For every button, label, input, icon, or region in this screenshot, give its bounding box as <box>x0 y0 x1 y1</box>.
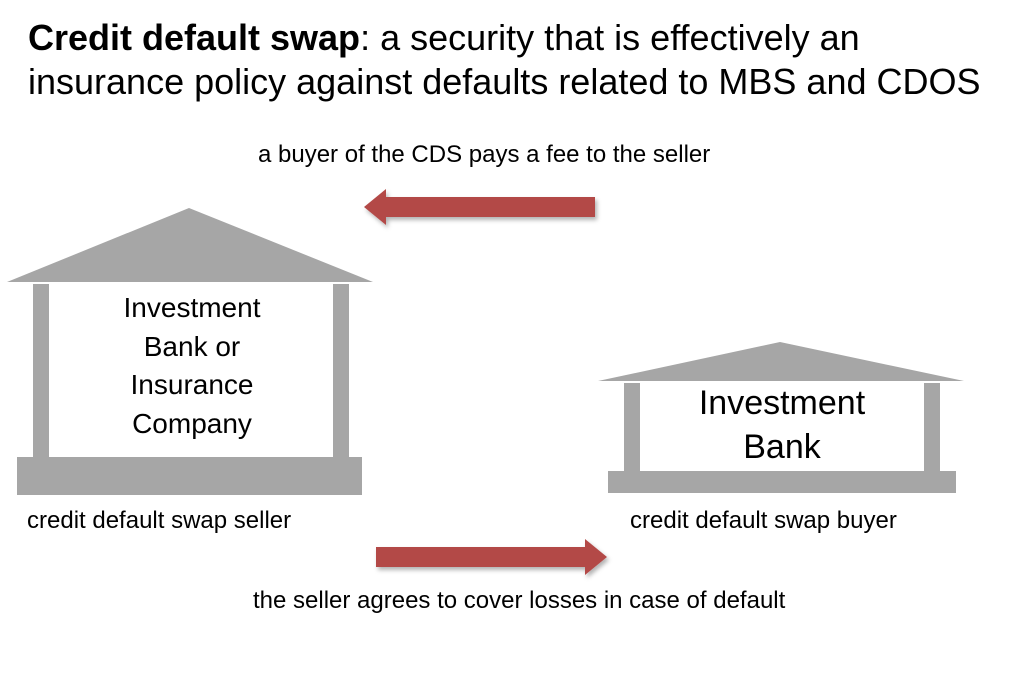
coverage-arrow-icon <box>376 539 607 575</box>
buyer-caption: credit default swap buyer <box>630 507 897 534</box>
fee-arrow-icon <box>364 189 595 225</box>
title-term: Credit default swap <box>28 17 361 58</box>
seller-building-icon <box>7 208 373 495</box>
slide-title: Credit default swap: a security that is … <box>28 16 988 104</box>
fee-note: a buyer of the CDS pays a fee to the sel… <box>258 141 711 168</box>
seller-building-text: Investment Bank or Insurance Company <box>123 292 261 439</box>
coverage-note: the seller agrees to cover losses in cas… <box>253 587 786 614</box>
title-definition: : a security that is effectively an insu… <box>28 17 981 102</box>
seller-caption: credit default swap seller <box>27 507 292 534</box>
buyer-building-text: Investment Bank <box>698 384 866 466</box>
buyer-building-icon <box>598 342 964 493</box>
